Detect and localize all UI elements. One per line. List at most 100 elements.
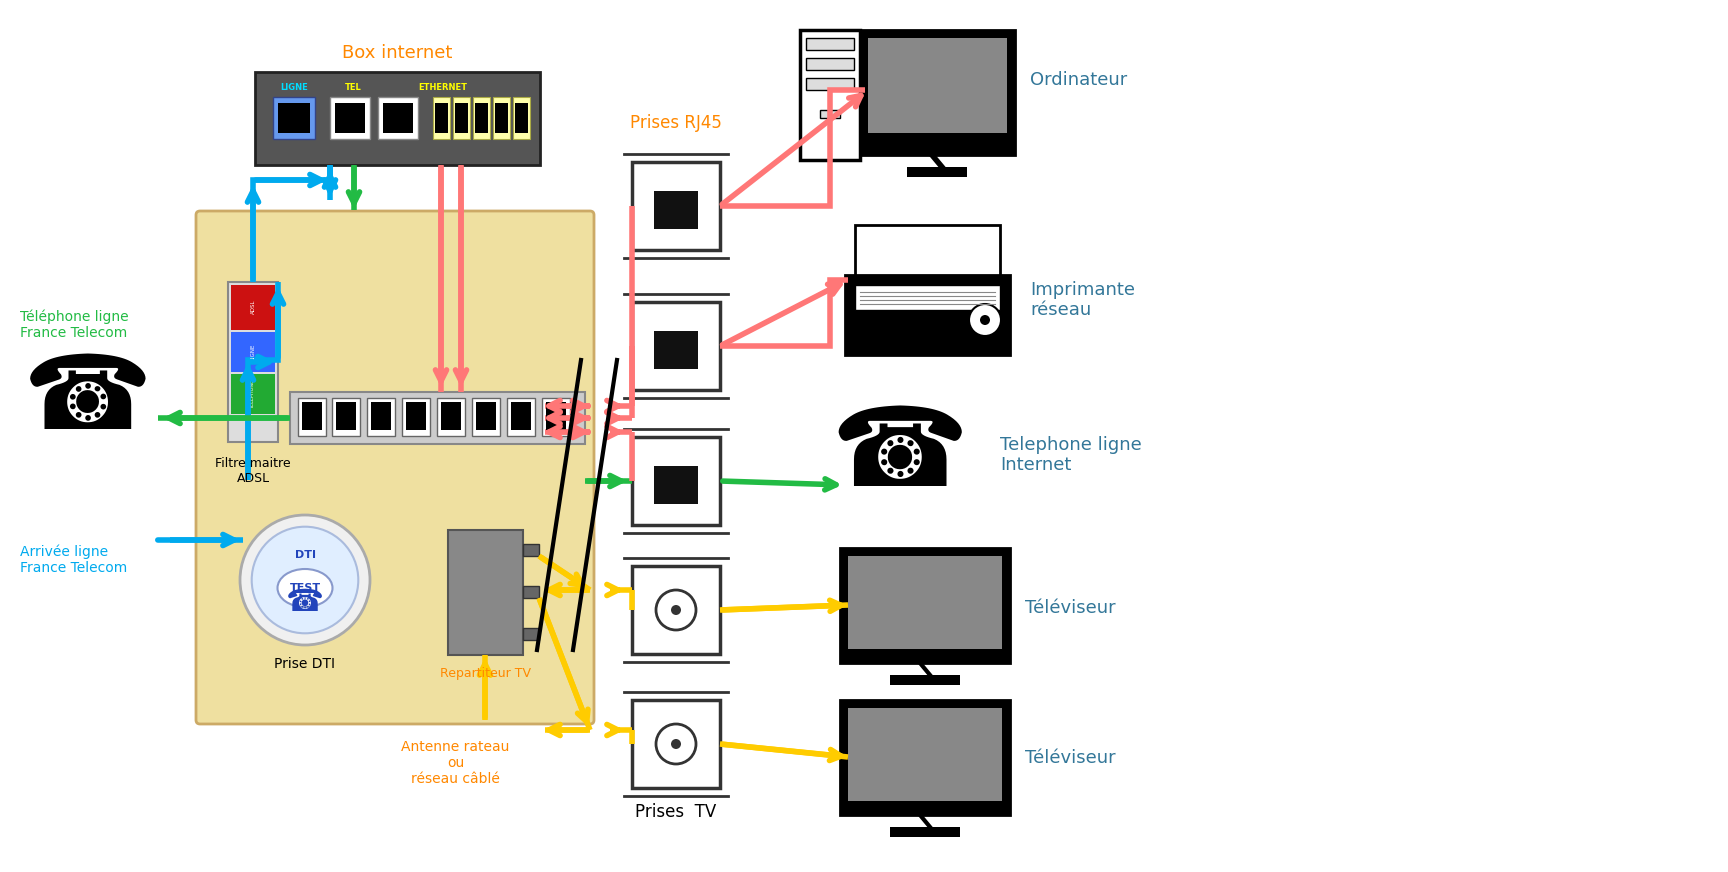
Text: TELEPHONE: TELEPHONE: [251, 379, 256, 409]
Bar: [454, 103, 468, 133]
Bar: [473, 97, 491, 139]
Bar: [890, 675, 961, 685]
Ellipse shape: [278, 569, 332, 607]
Bar: [403, 398, 430, 436]
FancyBboxPatch shape: [195, 211, 594, 724]
Bar: [840, 548, 1009, 663]
Bar: [861, 30, 1014, 155]
Bar: [453, 97, 470, 139]
Text: ETHERNET: ETHERNET: [418, 84, 468, 92]
Bar: [273, 97, 314, 139]
Bar: [448, 530, 524, 655]
Bar: [441, 402, 461, 430]
Circle shape: [657, 590, 696, 630]
Bar: [290, 392, 586, 444]
Bar: [475, 402, 496, 430]
Bar: [232, 332, 275, 372]
Circle shape: [252, 527, 358, 633]
Bar: [821, 110, 840, 118]
Bar: [506, 398, 536, 436]
Bar: [855, 285, 1001, 310]
Text: ☎: ☎: [22, 350, 152, 451]
Bar: [907, 167, 968, 177]
Text: ADSL: ADSL: [251, 300, 256, 314]
Text: TEST: TEST: [289, 583, 321, 593]
Text: ☎: ☎: [287, 588, 325, 617]
Bar: [492, 97, 510, 139]
Bar: [434, 97, 449, 139]
Bar: [653, 466, 698, 504]
Bar: [632, 437, 721, 525]
Text: Téléphone ligne
France Telecom: Téléphone ligne France Telecom: [21, 310, 128, 340]
Bar: [332, 398, 359, 436]
Bar: [524, 586, 539, 598]
Bar: [435, 103, 448, 133]
Bar: [867, 38, 1007, 133]
Bar: [228, 282, 278, 442]
Circle shape: [980, 315, 990, 325]
Bar: [511, 402, 530, 430]
Text: Prises RJ45: Prises RJ45: [631, 114, 722, 132]
Bar: [805, 78, 854, 90]
Bar: [232, 285, 275, 330]
Text: LIGNE: LIGNE: [280, 84, 308, 92]
Bar: [378, 97, 418, 139]
Text: Arrivée ligne
France Telecom: Arrivée ligne France Telecom: [21, 545, 128, 576]
Text: Téléviseur: Téléviseur: [1025, 599, 1116, 617]
Text: ☎: ☎: [831, 401, 969, 508]
Bar: [890, 827, 961, 837]
Text: Prise DTI: Prise DTI: [275, 657, 335, 671]
Bar: [384, 103, 413, 133]
Text: Ordinateur: Ordinateur: [1030, 71, 1127, 89]
Bar: [845, 275, 1009, 355]
Text: Prises  TV: Prises TV: [636, 803, 717, 821]
Bar: [855, 225, 1001, 280]
Bar: [840, 700, 1009, 815]
Circle shape: [670, 739, 681, 749]
Bar: [278, 103, 309, 133]
Bar: [546, 402, 567, 430]
Bar: [848, 556, 1002, 649]
Bar: [256, 72, 539, 165]
Bar: [302, 402, 321, 430]
Bar: [632, 700, 721, 788]
Bar: [366, 398, 396, 436]
Bar: [297, 398, 327, 436]
Text: Antenne rateau
ou
réseau câblé: Antenne rateau ou réseau câblé: [401, 740, 510, 787]
Text: Box internet: Box internet: [342, 44, 453, 62]
Circle shape: [670, 605, 681, 615]
Circle shape: [240, 515, 370, 645]
Text: LIGNE: LIGNE: [251, 344, 256, 360]
Bar: [805, 38, 854, 50]
Bar: [335, 103, 365, 133]
Bar: [372, 402, 391, 430]
Bar: [800, 30, 861, 160]
Bar: [513, 97, 530, 139]
Bar: [543, 398, 570, 436]
Text: Repartiteur TV: Repartiteur TV: [441, 667, 530, 680]
Bar: [653, 191, 698, 229]
Bar: [632, 302, 721, 390]
Circle shape: [969, 304, 1001, 336]
Bar: [848, 708, 1002, 801]
Bar: [437, 398, 465, 436]
Bar: [653, 331, 698, 369]
Bar: [232, 374, 275, 414]
Bar: [406, 402, 427, 430]
Bar: [494, 103, 508, 133]
Bar: [472, 398, 499, 436]
Text: Telephone ligne
Internet: Telephone ligne Internet: [1001, 436, 1142, 474]
Circle shape: [657, 724, 696, 764]
Bar: [335, 402, 356, 430]
Bar: [632, 566, 721, 654]
Bar: [330, 97, 370, 139]
Bar: [515, 103, 529, 133]
Bar: [475, 103, 487, 133]
Bar: [524, 544, 539, 556]
Text: Imprimante
réseau: Imprimante réseau: [1030, 281, 1135, 319]
Text: DTI: DTI: [294, 550, 316, 560]
Text: Filtre maitre
ADSL: Filtre maitre ADSL: [216, 457, 290, 485]
Bar: [524, 628, 539, 640]
Text: Téléviseur: Téléviseur: [1025, 749, 1116, 767]
Text: TEL: TEL: [344, 84, 361, 92]
